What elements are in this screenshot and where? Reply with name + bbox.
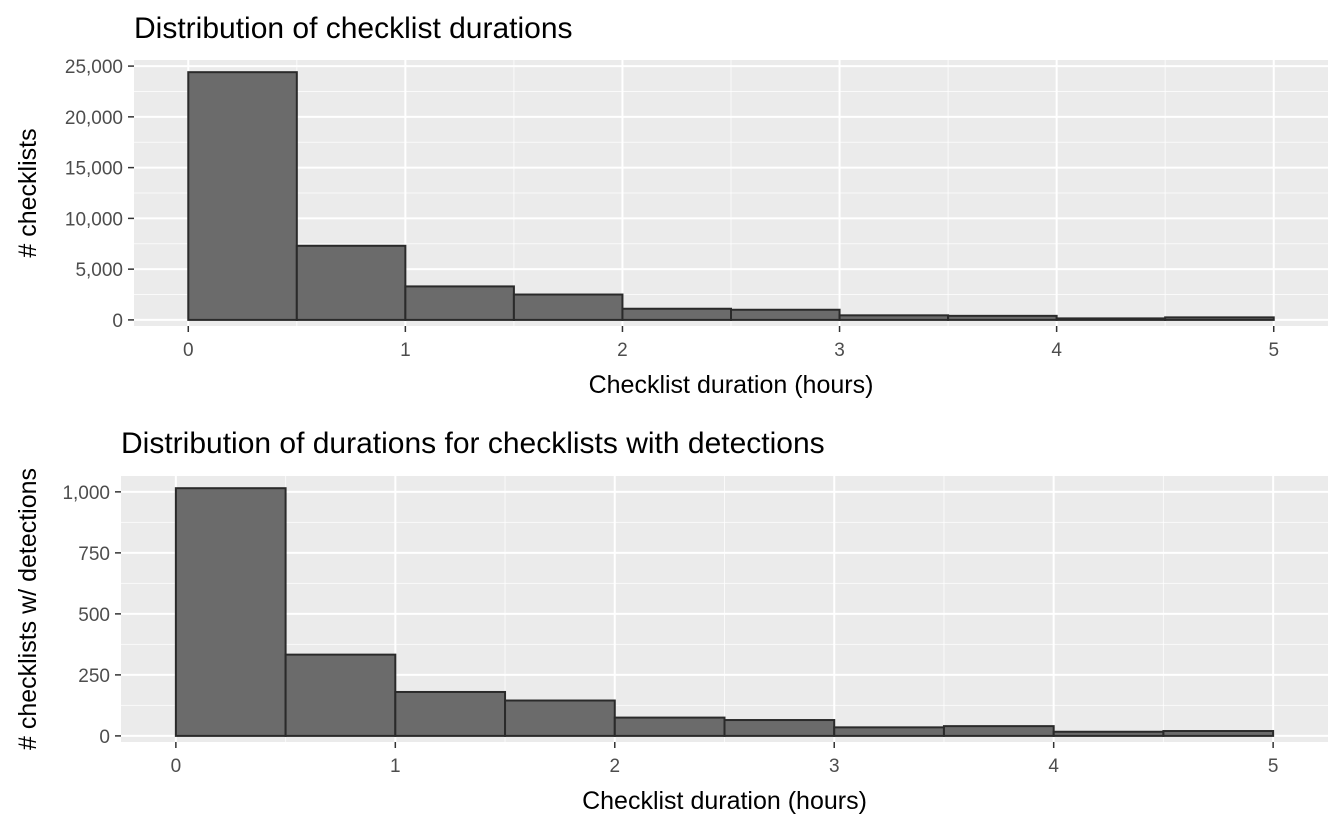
histogram-bar (947, 314, 1058, 321)
histogram-bar (1052, 730, 1165, 737)
histogram-bar (1164, 316, 1275, 321)
y-tick-label: 250 (78, 666, 110, 687)
chart-title: Distribution of durations for checklists… (121, 427, 825, 460)
y-tick-label: 750 (78, 544, 110, 565)
histogram-bar (613, 716, 726, 737)
x-tick-label: 0 (171, 756, 182, 777)
y-tick-label: 500 (78, 605, 110, 626)
histogram-bar (284, 653, 397, 737)
histogram-bar (174, 487, 287, 737)
histogram-bar (621, 307, 732, 321)
y-axis-title: # checklists w/ detections (14, 468, 42, 750)
histogram-bar (838, 314, 950, 321)
chart-title: Distribution of checklist durations (134, 12, 573, 45)
y-tick-label: 0 (99, 727, 110, 748)
histogram-bar (187, 71, 298, 321)
x-tick-label: 3 (829, 756, 840, 777)
bottom-histogram-panel: 0 1 2 3 4 5 0 250 500 750 1,000 Distribution of dur… (14, 427, 1328, 815)
x-tick-label: 4 (1051, 340, 1062, 361)
histogram-bar (504, 699, 616, 737)
histogram-bar (512, 293, 624, 321)
x-tick-label: 4 (1048, 756, 1059, 777)
y-tick-label: 10,000 (65, 209, 123, 230)
y-tick-label: 20,000 (65, 108, 123, 129)
histogram-bar (723, 719, 836, 737)
y-tick-label: 0 (112, 311, 123, 332)
x-tick-label: 1 (390, 756, 401, 777)
histogram-bar (730, 308, 841, 321)
top-histogram-panel: 0 1 2 3 4 5 0 5,000 10,000 15,000 20,000 25,000 Dist… (14, 12, 1328, 399)
y-tick-label: 15,000 (65, 159, 123, 180)
histogram-bar (942, 725, 1055, 737)
x-tick-label: 5 (1268, 340, 1279, 361)
x-tick-label: 5 (1268, 756, 1279, 777)
x-tick-label: 2 (609, 756, 620, 777)
x-tick-label: 1 (400, 340, 411, 361)
y-tick-label: 5,000 (75, 260, 123, 281)
y-tick-label: 1,000 (62, 483, 110, 504)
histogram-bar (404, 285, 515, 321)
x-tick-label: 2 (617, 340, 628, 361)
histogram-bar (1162, 730, 1275, 737)
histogram-bar (833, 726, 945, 737)
histogram-bar (1055, 317, 1167, 321)
x-tick-label: 3 (834, 340, 845, 361)
x-axis-title: Checklist duration (hours) (582, 787, 867, 815)
y-tick-label: 25,000 (65, 57, 123, 78)
histogram-bar (394, 690, 507, 737)
x-tick-label: 0 (183, 340, 194, 361)
histogram-bar (295, 244, 407, 321)
x-axis-title: Checklist duration (hours) (589, 371, 874, 399)
y-axis-title: # checklists (14, 128, 42, 257)
